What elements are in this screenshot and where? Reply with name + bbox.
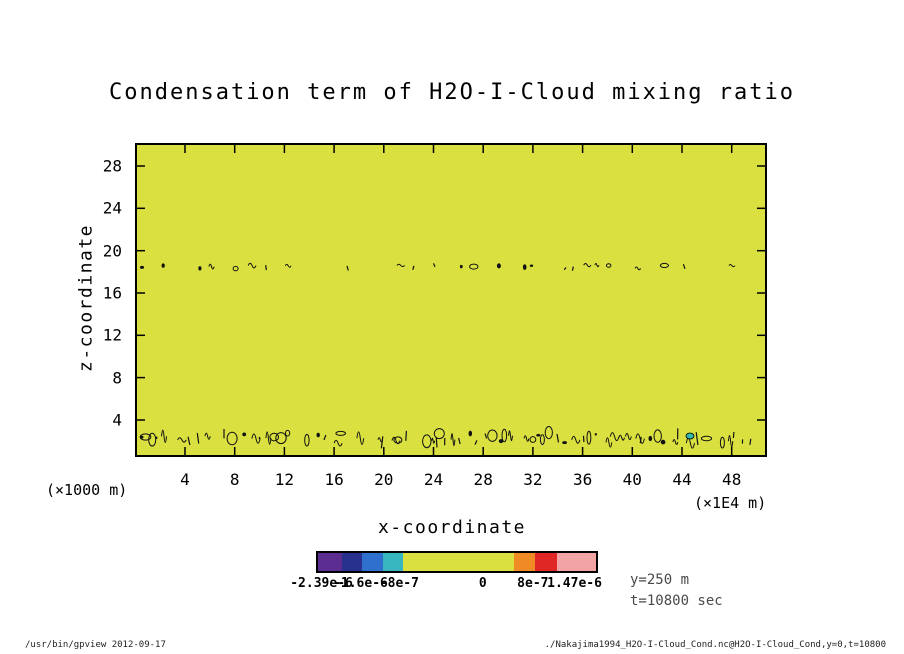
y-axis-unit-label: (×1000 m) bbox=[46, 481, 128, 499]
x-tick-label: 20 bbox=[374, 470, 394, 489]
colorbar-segment bbox=[362, 553, 384, 571]
x-tick-label: 44 bbox=[672, 470, 692, 489]
y-tick-label: 8 bbox=[112, 368, 122, 388]
colorbar-segment bbox=[341, 553, 363, 571]
colorbar-level-label: -8e-7 bbox=[379, 576, 419, 591]
x-tick-label: 48 bbox=[722, 470, 742, 489]
x-axis-tick-labels: 4 8 12 16 20 24 28 32 36 40 44 48 bbox=[137, 470, 765, 490]
contour-field-canvas bbox=[137, 145, 765, 455]
colorbar-segment bbox=[557, 553, 596, 571]
x-axis-label: x-coordinate bbox=[377, 517, 527, 538]
colorbar-level-label: 8e-7 bbox=[517, 576, 549, 591]
y-axis-tick-labels: 28 24 20 16 12 8 4 bbox=[84, 145, 128, 455]
y-tick-label: 28 bbox=[102, 156, 122, 176]
colorbar-segment bbox=[318, 553, 342, 571]
x-axis-unit-label: (×1E4 m) bbox=[694, 494, 767, 512]
x-tick-label: 36 bbox=[572, 470, 593, 489]
colorbar-level-label: 0 bbox=[478, 576, 487, 591]
colorbar bbox=[316, 551, 598, 573]
x-tick-label: 12 bbox=[274, 470, 295, 489]
y-tick-label: 4 bbox=[112, 410, 122, 430]
colorbar-segment bbox=[402, 553, 514, 571]
x-tick-label: 24 bbox=[423, 470, 444, 489]
x-tick-label: 8 bbox=[229, 470, 240, 489]
colorbar-level-label: -2.39e-6 bbox=[290, 576, 353, 591]
y-tick-label: 16 bbox=[102, 283, 122, 303]
colorbar-segment bbox=[513, 553, 535, 571]
slice-note-line: t=10800 sec bbox=[630, 593, 723, 609]
plot-area bbox=[135, 143, 767, 457]
slice-info: y=250 m t=10800 sec bbox=[630, 570, 723, 612]
colorbar-segment bbox=[383, 553, 403, 571]
chart-title: Condensation term of H2O-I-Cloud mixing … bbox=[108, 80, 796, 105]
y-tick-label: 24 bbox=[102, 198, 122, 218]
x-tick-label: 16 bbox=[324, 470, 344, 489]
colorbar-level-label: 1.47e-6 bbox=[547, 576, 602, 591]
x-tick-label: 4 bbox=[180, 470, 190, 489]
slice-note-line: y=250 m bbox=[630, 572, 690, 588]
x-tick-label: 32 bbox=[523, 470, 543, 489]
colorbar-tick-labels: -2.39e-6 -1.6e-6 -8e-7 0 8e-7 1.47e-6 bbox=[290, 576, 602, 592]
colorbar-level-label: -1.6e-6 bbox=[333, 576, 388, 591]
y-tick-label: 12 bbox=[102, 325, 122, 345]
command-footer: /usr/bin/gpview 2012-09-17 bbox=[25, 640, 166, 650]
file-footer: ./Nakajima1994_H2O-I-Cloud_Cond.nc@H2O-I… bbox=[544, 640, 886, 650]
y-tick-label: 20 bbox=[102, 241, 122, 261]
colorbar-segment bbox=[534, 553, 558, 571]
x-tick-label: 40 bbox=[622, 470, 642, 489]
x-tick-label: 28 bbox=[473, 470, 493, 489]
